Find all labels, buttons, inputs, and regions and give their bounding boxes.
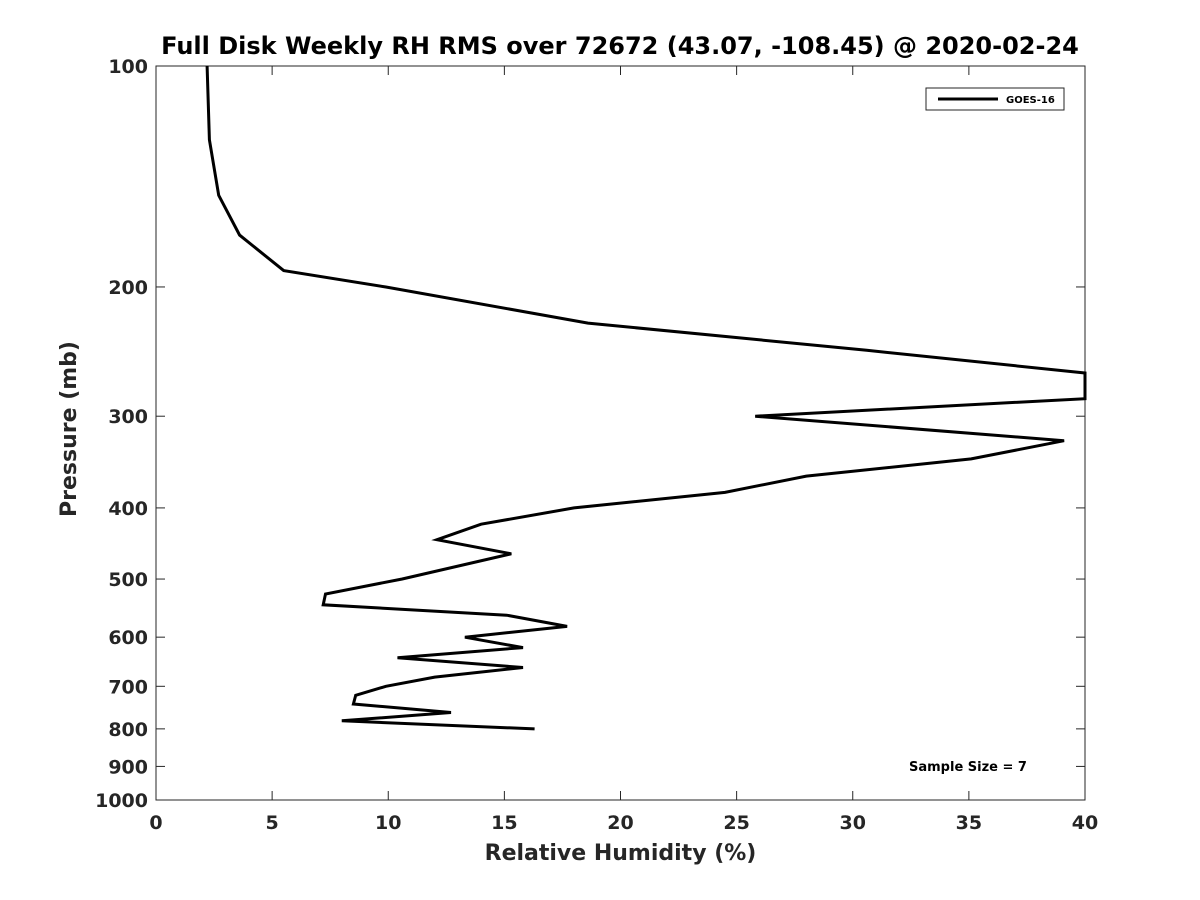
y-tick-label: 500 xyxy=(108,569,148,591)
x-tick-label: 30 xyxy=(840,812,866,834)
y-tick-label: 1000 xyxy=(95,790,148,812)
x-tick-label: 20 xyxy=(607,812,633,834)
chart-title: Full Disk Weekly RH RMS over 72672 (43.0… xyxy=(161,32,1079,60)
series-line-goes-16 xyxy=(205,65,1087,731)
x-tick-label: 25 xyxy=(723,812,749,834)
y-tick-label: 400 xyxy=(108,498,148,520)
x-axis: 0 5 10 15 20 25 30 35 40 xyxy=(149,66,1098,834)
x-tick-label: 10 xyxy=(375,812,401,834)
x-tick-label: 5 xyxy=(266,812,279,834)
y-tick-label: 600 xyxy=(108,627,148,649)
axes-box xyxy=(155,65,1086,801)
y-axis: 100 200 300 400 500 600 700 800 900 1000 xyxy=(95,56,1085,812)
x-axis-label: Relative Humidity (%) xyxy=(485,841,757,866)
x-tick-label: 40 xyxy=(1072,812,1098,834)
x-tick-label: 0 xyxy=(149,812,162,834)
legend-label-goes-16: GOES-16 xyxy=(1006,95,1055,106)
y-tick-label: 900 xyxy=(108,756,148,778)
y-tick-label: 700 xyxy=(108,676,148,698)
plot-area: 0 5 10 15 20 25 30 35 40 100 200 300 400 500 600 700 80… xyxy=(95,56,1098,834)
y-tick-label: 800 xyxy=(108,719,148,741)
y-tick-label: 200 xyxy=(108,277,148,299)
x-tick-label: 35 xyxy=(956,812,982,834)
sample-size-annotation: Sample Size = 7 xyxy=(909,760,1027,775)
y-tick-label: 100 xyxy=(108,56,148,78)
y-axis-label: Pressure (mb) xyxy=(57,341,82,517)
x-tick-label: 15 xyxy=(491,812,517,834)
series-layer xyxy=(205,65,1087,731)
y-tick-label: 300 xyxy=(108,406,148,428)
legend: GOES-16 xyxy=(925,87,1065,111)
